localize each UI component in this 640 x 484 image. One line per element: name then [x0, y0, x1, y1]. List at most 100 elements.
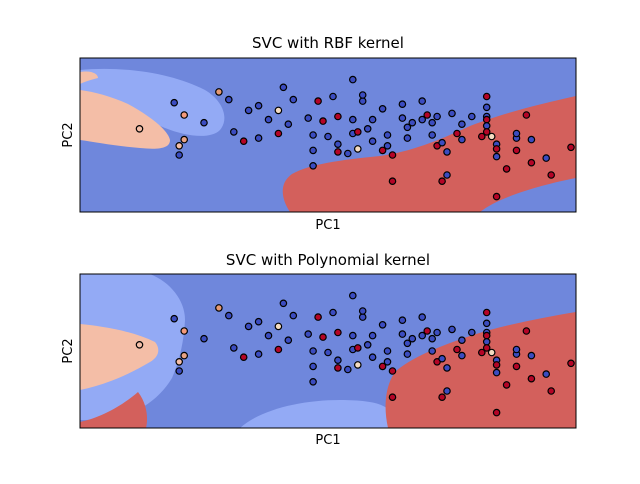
scatter-point	[314, 97, 322, 105]
scatter-point	[458, 135, 466, 144]
scatter-point	[334, 356, 342, 365]
scatter-point	[418, 313, 427, 321]
scatter-point	[353, 344, 362, 352]
region-peach	[80, 90, 170, 149]
scatter-point	[487, 348, 496, 357]
x-axis-label-polynomial: PC1	[315, 433, 340, 448]
scatter-point	[254, 350, 263, 358]
scatter-point	[527, 135, 536, 144]
scatter-point	[343, 149, 352, 158]
scatter-point	[284, 120, 293, 129]
scatter-point	[433, 112, 441, 121]
scatter-point	[368, 137, 377, 146]
scatter-point	[492, 192, 501, 201]
scatter-point	[398, 330, 407, 338]
scatter-point	[482, 337, 491, 346]
scatter-point	[388, 151, 397, 159]
scatter-point	[512, 129, 521, 138]
scatter-point	[289, 311, 298, 320]
scatter-point	[368, 353, 377, 362]
scatter-point	[453, 129, 461, 138]
scatter-point	[527, 374, 536, 383]
scatter-point	[334, 364, 342, 372]
scatter-point	[482, 103, 491, 112]
scatter-point	[438, 393, 446, 402]
scatter-point	[477, 348, 486, 357]
scatter-point	[428, 347, 437, 355]
scatter-point	[175, 151, 184, 159]
scatter-point	[274, 106, 283, 115]
scatter-point	[309, 377, 317, 386]
scatter-point	[264, 115, 273, 124]
scatter-point	[487, 132, 496, 141]
scatter-point	[279, 83, 288, 92]
scatter-point	[180, 351, 189, 360]
scatter-point	[527, 158, 536, 167]
chart-title-polynomial: SVC with Polynomial kernel	[226, 251, 430, 269]
scatter-point	[180, 111, 189, 119]
scatter-point	[334, 112, 342, 121]
scatter-point	[398, 100, 407, 109]
scatter-point	[502, 381, 511, 389]
scatter-point	[289, 95, 298, 104]
points-rbf	[135, 75, 575, 201]
scatter-point	[502, 165, 511, 173]
scatter-point	[348, 115, 357, 124]
scatter-point	[175, 367, 184, 375]
scatter-point	[418, 97, 427, 105]
scatter-point	[408, 118, 417, 127]
scatter-point	[567, 143, 575, 152]
scatter-point	[403, 134, 412, 142]
scatter-point	[180, 327, 189, 335]
scatter-point	[135, 340, 144, 349]
scatter-point	[482, 331, 491, 340]
scatter-point	[348, 291, 357, 300]
scatter-point	[482, 344, 491, 352]
scatter-point	[542, 370, 551, 378]
scatter-point	[314, 313, 322, 321]
scatter-point	[428, 131, 437, 139]
scatter-point	[274, 345, 283, 354]
scatter-point	[547, 387, 556, 395]
scatter-point	[492, 408, 501, 417]
scatter-point	[244, 106, 253, 115]
scatter-point	[492, 361, 501, 369]
scatter-point	[304, 114, 313, 122]
scatter-point	[527, 351, 536, 360]
scatter-point	[492, 145, 501, 153]
region-red	[385, 312, 576, 428]
scatter-point	[512, 146, 521, 155]
scatter-point	[388, 177, 397, 186]
scatter-point	[215, 304, 223, 312]
axes-polynomial: SVC with Polynomial kernel PC1 PC2	[61, 251, 577, 448]
scatter-point	[482, 122, 491, 130]
scatter-point	[443, 387, 451, 395]
scatter-point	[329, 308, 337, 317]
scatter-point	[329, 92, 337, 101]
scatter-point	[482, 128, 491, 136]
region-red-overlap-blue	[480, 178, 576, 212]
scatter-point	[353, 145, 362, 153]
scatter-point	[512, 362, 521, 371]
scatter-point	[547, 171, 556, 179]
scatter-point	[175, 142, 184, 150]
scatter-point	[492, 368, 501, 377]
scatter-point	[428, 334, 437, 343]
scatter-point	[200, 334, 208, 343]
scatter-point	[279, 299, 288, 308]
scatter-point	[433, 328, 441, 337]
scatter-point	[309, 146, 317, 155]
scatter-point	[200, 118, 208, 127]
scatter-point	[512, 345, 521, 354]
scatter-point	[309, 347, 317, 355]
scatter-point	[428, 118, 437, 127]
scatter-point	[348, 75, 357, 84]
scatter-point	[358, 307, 367, 315]
axes-frame-polynomial	[79, 273, 577, 429]
points-polynomial	[135, 291, 575, 417]
scatter-point	[348, 331, 357, 340]
scatter-point	[368, 115, 377, 124]
scatter-point	[383, 131, 392, 139]
scatter-point	[458, 120, 466, 129]
scatter-point	[482, 319, 491, 328]
